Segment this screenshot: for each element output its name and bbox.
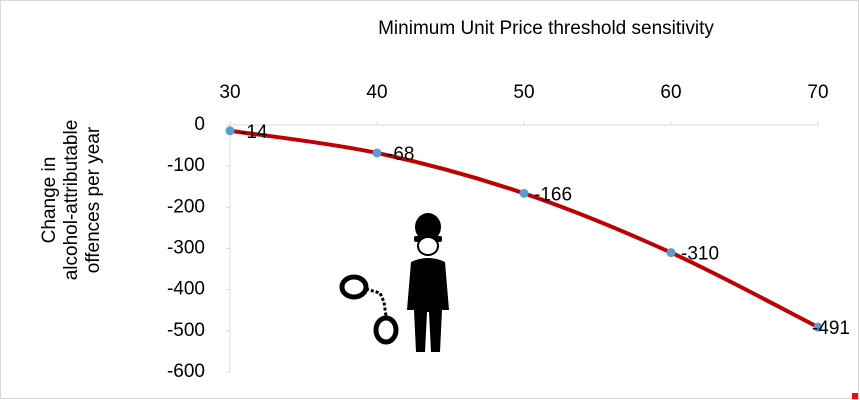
y-axis-title-line: alcohol-attributable xyxy=(61,120,82,281)
data-label: -68 xyxy=(387,144,414,165)
y-tick-label: -300 xyxy=(167,238,205,259)
corner-mark xyxy=(852,393,858,399)
y-tick-label: -400 xyxy=(167,279,205,300)
y-tick-label: -600 xyxy=(167,361,205,382)
data-label: -310 xyxy=(681,244,719,265)
data-label: -14 xyxy=(240,122,268,143)
y-axis-title-line: offences per year xyxy=(83,126,104,273)
point xyxy=(666,248,676,258)
y-tick-label: -200 xyxy=(167,196,205,217)
x-tick-label: 30 xyxy=(219,82,240,103)
point xyxy=(225,126,235,136)
y-tick-label: 0 xyxy=(194,114,205,135)
point xyxy=(519,188,529,198)
x-tick-label: 60 xyxy=(660,82,681,103)
y-tick-label: -500 xyxy=(167,320,205,341)
data-label: -491 xyxy=(812,318,850,339)
data-label: -166 xyxy=(534,184,572,205)
y-tick-label: -100 xyxy=(167,155,205,176)
point xyxy=(813,322,823,332)
x-axis-title: Minimum Unit Price threshold sensitivity xyxy=(378,18,714,39)
x-tick-label: 40 xyxy=(366,82,387,103)
point xyxy=(372,148,382,158)
x-tick-label: 50 xyxy=(513,82,534,103)
x-tick-label: 70 xyxy=(807,82,828,103)
police-icon xyxy=(339,213,449,352)
y-axis-title-line: Change in xyxy=(39,157,60,244)
